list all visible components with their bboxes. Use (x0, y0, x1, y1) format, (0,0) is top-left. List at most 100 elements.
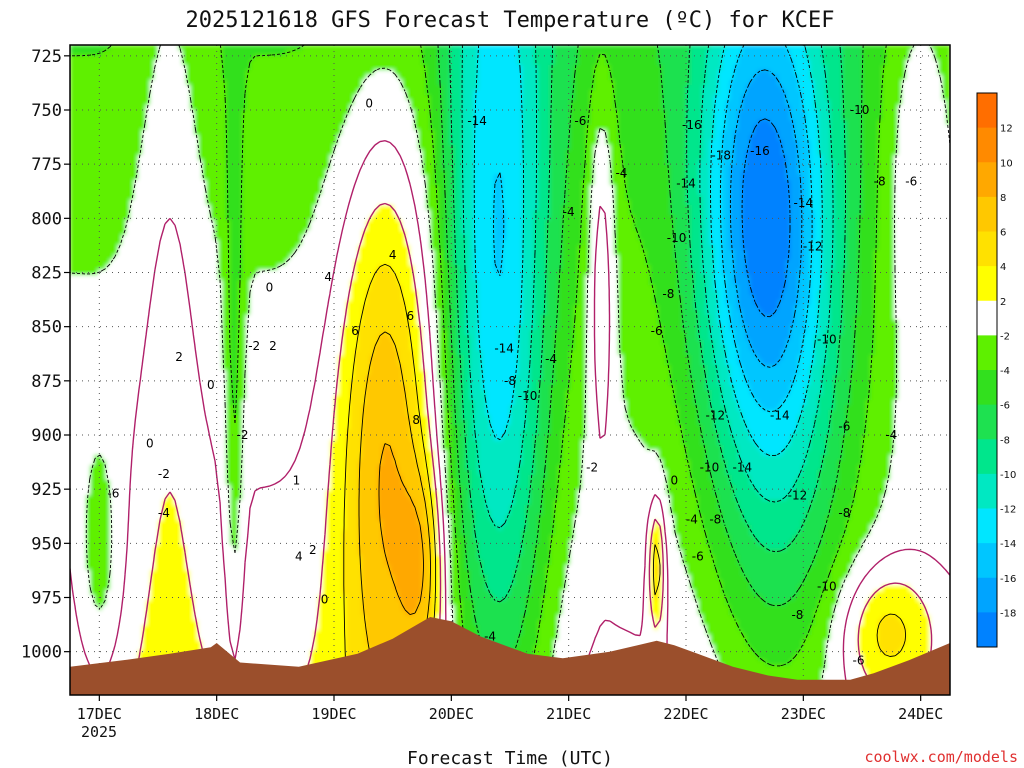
contour-label: -12 (788, 489, 808, 503)
contour-label: -4 (885, 428, 897, 442)
contour-label: 0 (146, 437, 154, 451)
contour-label: -10 (850, 103, 870, 117)
colorbar-tick-label: 4 (1000, 262, 1006, 273)
colorbar-frame (976, 92, 998, 648)
contour-label: -12 (803, 240, 823, 254)
contour-label: 2 (175, 350, 183, 364)
colorbar: 12 10 8 6 4 2 -2 -4 -6 -8 -10 -12 -14 -16 -18 (976, 92, 1016, 648)
contour-label: 1 (293, 474, 301, 488)
contour-label: -6 (107, 487, 119, 501)
y-tick-label: 750 (31, 101, 62, 121)
y-tick-label: 900 (31, 426, 62, 446)
colorbar-tick-label: 6 (1000, 228, 1006, 239)
contour-label: 2 (269, 339, 277, 353)
colorbar-swatch (977, 370, 997, 406)
y-tick-label: 825 (31, 264, 62, 284)
chart-title: 2025121618 GFS Forecast Temperature (ºC)… (185, 8, 834, 33)
pressure-axis: 725 750 775 800 825 850 875 900 925 950 975 1000 (21, 47, 70, 663)
x-tick-label: 18DEC (194, 705, 239, 723)
contour-line (70, 140, 950, 695)
colorbar-tick-label: 8 (1000, 193, 1006, 204)
contour-label: -14 (494, 341, 514, 355)
colorbar-swatch (977, 577, 997, 613)
contour-label: -2 (236, 428, 248, 442)
colorbar-tick-label: -10 (1000, 470, 1016, 481)
contour-label: 0 (207, 378, 215, 392)
contour-label: -4 (484, 630, 496, 644)
contour-label: 0 (266, 281, 274, 295)
contour-label: -14 (676, 177, 696, 191)
terrain-layer (70, 617, 950, 695)
credit-link[interactable]: coolwx.com/models (864, 748, 1018, 766)
contour-label: -6 (651, 324, 663, 338)
contour-label: -8 (874, 175, 886, 189)
colorbar-tick-label: -16 (1000, 574, 1016, 585)
contour-label: -8 (838, 506, 850, 520)
contour-label: -14 (770, 409, 790, 423)
contour-label: -6 (838, 419, 850, 433)
contour-label: -14 (467, 114, 487, 128)
y-tick-label: 875 (31, 372, 62, 392)
temperature-fill-layer (70, 45, 950, 695)
colorbar-swatch (977, 231, 997, 267)
y-tick-label: 975 (31, 589, 62, 609)
plot-area: 0 -14 -6 -16 -18 -16 -10 -4 -14 -14 -8 -6 -4 -10 -12 4 0… (69, 44, 951, 696)
contour-label: -6 (692, 549, 704, 563)
y-tick-label: 850 (31, 318, 62, 338)
colorbar-swatch (977, 612, 997, 648)
contour-lines (70, 45, 950, 695)
x-tick-label: 19DEC (311, 705, 356, 723)
colorbar-tick-label: 12 (1000, 124, 1013, 135)
contour-line (343, 263, 907, 695)
colorbar-tick-label: -14 (1000, 539, 1016, 550)
contour-label: 4 (389, 248, 397, 262)
contour-label: -8 (791, 608, 803, 622)
colorbar-swatch (977, 196, 997, 232)
contour-line (461, 45, 834, 529)
contour-label: 8 (412, 413, 420, 427)
colorbar-swatch (977, 266, 997, 302)
colorbar-swatch (977, 335, 997, 371)
y-tick-label: 950 (31, 534, 62, 554)
y-tick-label: 1000 (21, 643, 62, 663)
contour-line (70, 45, 887, 695)
y-tick-label: 775 (31, 155, 62, 175)
contour-label: -2 (248, 339, 260, 353)
contour-label: -6 (905, 175, 917, 189)
colorbar-swatch (977, 473, 997, 509)
contour-label: -6 (852, 653, 864, 667)
plot-border (69, 44, 951, 696)
contour-labels: 0 -14 -6 -16 -18 -16 -10 -4 -14 -14 -8 -6 -4 -10 -12 4 0… (107, 97, 917, 668)
colorbar-tick-label: -8 (1000, 435, 1010, 446)
contour-line (729, 69, 803, 368)
contour-label: -14 (733, 461, 753, 475)
contour-label: -16 (682, 118, 702, 132)
x-tick-label: 23DEC (781, 705, 826, 723)
contour-label: 0 (670, 474, 678, 488)
colorbar-swatch (977, 162, 997, 198)
contour-label: -4 (563, 205, 575, 219)
contour-label: -18 (711, 149, 731, 163)
colorbar-tick-label: 2 (1000, 297, 1006, 308)
contour-label: -8 (504, 374, 516, 388)
contour-label: -10 (518, 389, 538, 403)
x-tick-label: 22DEC (663, 705, 708, 723)
contour-line (741, 118, 791, 318)
contour-label: -8 (662, 287, 674, 301)
contour-label: 0 (365, 97, 373, 111)
x-tick-label: 20DEC (429, 705, 474, 723)
colorbar-swatch (977, 543, 997, 579)
x-axis-label: Forecast Time (UTC) (407, 748, 613, 768)
contour-label: -4 (686, 513, 698, 527)
contour-label: -14 (794, 196, 814, 210)
colorbar-swatch (977, 439, 997, 475)
contour-line (378, 443, 424, 616)
contour-line (493, 45, 813, 413)
grid-lines (70, 45, 950, 695)
colorbar-tick-label: -6 (1000, 401, 1010, 412)
colorbar-swatch (977, 300, 997, 336)
colorbar-tick-label: -12 (1000, 505, 1016, 516)
colorbar-tick-label: 10 (1000, 158, 1013, 169)
colorbar-swatch (977, 93, 997, 129)
